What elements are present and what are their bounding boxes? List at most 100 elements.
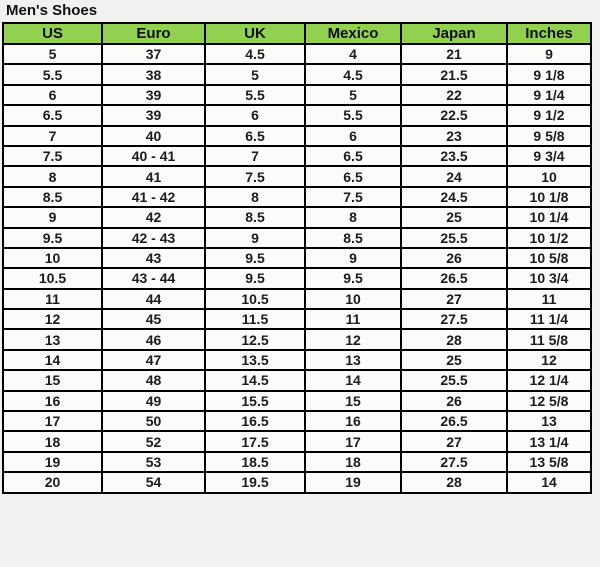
- table-cell-japan: 27.5: [400, 308, 508, 331]
- table-cell-us: 8: [2, 165, 103, 188]
- table-cell-uk: 7: [204, 144, 306, 168]
- table-row: 10 43 9.5 9 26 10 5/8: [2, 246, 592, 270]
- table-cell-euro: 45: [101, 308, 206, 331]
- table-cell-japan: 26.5: [400, 267, 508, 290]
- table-cell-euro: 42 - 43: [101, 226, 206, 249]
- table-cell-inches: 10 1/4: [506, 206, 592, 229]
- table-cell-uk: 5.5: [204, 83, 306, 107]
- table-cell-us: 9.5: [2, 226, 103, 249]
- table-row: 20 54 19.5 19 28 14: [2, 471, 592, 494]
- table-cell-mexico: 10: [304, 287, 402, 311]
- table-cell-euro: 41: [101, 165, 206, 188]
- table-cell-uk: 6.5: [204, 124, 306, 147]
- table-cell-euro: 37: [101, 42, 206, 66]
- table-cell-us: 20: [2, 471, 103, 494]
- table-cell-japan: 21.5: [400, 63, 508, 86]
- table-cell-us: 10: [2, 246, 103, 270]
- table-row: 9 42 8.5 8 25 10 1/4: [2, 206, 592, 229]
- table-row: 8 41 7.5 6.5 24 10: [2, 165, 592, 188]
- table-cell-japan: 28: [400, 328, 508, 351]
- table-cell-inches: 11 1/4: [506, 308, 592, 331]
- table-cell-mexico: 4.5: [304, 63, 402, 86]
- table-cell-inches: 9 1/4: [506, 83, 592, 107]
- table-cell-euro: 42: [101, 206, 206, 229]
- table-cell-inches: 10 1/2: [506, 226, 592, 249]
- table-cell-euro: 50: [101, 410, 206, 433]
- table-cell-uk: 4.5: [204, 42, 306, 66]
- table-cell-us: 14: [2, 348, 103, 372]
- table-cell-euro: 47: [101, 348, 206, 372]
- table-cell-japan: 25: [400, 206, 508, 229]
- table-cell-euro: 46: [101, 328, 206, 351]
- table-cell-uk: 10.5: [204, 287, 306, 311]
- column-header-mexico: Mexico: [304, 22, 402, 45]
- table-cell-us: 13: [2, 328, 103, 351]
- table-row: 17 50 16.5 16 26.5 13: [2, 410, 592, 433]
- table-cell-euro: 52: [101, 430, 206, 453]
- table-body: 5 37 4.5 4 21 9 5.5 38 5 4.5 21.5 9 1/8 6 39 5.5 5 22 9 1…: [2, 42, 592, 494]
- table-cell-inches: 12 5/8: [506, 389, 592, 413]
- table-row: 14 47 13.5 13 25 12: [2, 348, 592, 372]
- table-row: 5.5 38 5 4.5 21.5 9 1/8: [2, 63, 592, 86]
- table-cell-mexico: 4: [304, 42, 402, 66]
- table-cell-japan: 24: [400, 165, 508, 188]
- table-cell-us: 11: [2, 287, 103, 311]
- table-cell-us: 9: [2, 206, 103, 229]
- table-cell-us: 6.5: [2, 104, 103, 127]
- table-row: 8.5 41 - 42 8 7.5 24.5 10 1/8: [2, 185, 592, 209]
- table-cell-japan: 23.5: [400, 144, 508, 168]
- table-cell-japan: 27.5: [400, 450, 508, 474]
- table-cell-inches: 13 5/8: [506, 450, 592, 474]
- table-cell-inches: 10 3/4: [506, 267, 592, 290]
- table-cell-inches: 10 1/8: [506, 185, 592, 209]
- table-row: 7 40 6.5 6 23 9 5/8: [2, 124, 592, 147]
- table-cell-euro: 43 - 44: [101, 267, 206, 290]
- table-cell-uk: 16.5: [204, 410, 306, 433]
- table-cell-inches: 12: [506, 348, 592, 372]
- table-cell-euro: 53: [101, 450, 206, 474]
- shoe-size-conversion-table: US Euro UK Mexico Japan Inches 5 37 4.5 4 21 9 5.5 3…: [2, 22, 592, 494]
- table-cell-japan: 26: [400, 246, 508, 270]
- table-cell-mexico: 11: [304, 308, 402, 331]
- table-cell-euro: 39: [101, 83, 206, 107]
- table-cell-japan: 23: [400, 124, 508, 147]
- table-cell-us: 15: [2, 369, 103, 392]
- table-cell-inches: 9 5/8: [506, 124, 592, 147]
- table-row: 11 44 10.5 10 27 11: [2, 287, 592, 311]
- table-cell-japan: 26.5: [400, 410, 508, 433]
- column-header-uk: UK: [204, 22, 306, 45]
- table-cell-uk: 14.5: [204, 369, 306, 392]
- table-cell-us: 7.5: [2, 144, 103, 168]
- table-cell-uk: 5: [204, 63, 306, 86]
- table-cell-euro: 54: [101, 471, 206, 494]
- table-row: 18 52 17.5 17 27 13 1/4: [2, 430, 592, 453]
- table-cell-euro: 38: [101, 63, 206, 86]
- table-cell-mexico: 8.5: [304, 226, 402, 249]
- table-cell-uk: 8: [204, 185, 306, 209]
- table-cell-inches: 10 5/8: [506, 246, 592, 270]
- table-row: 15 48 14.5 14 25.5 12 1/4: [2, 369, 592, 392]
- column-header-japan: Japan: [400, 22, 508, 45]
- table-row: 10.5 43 - 44 9.5 9.5 26.5 10 3/4: [2, 267, 592, 290]
- table-cell-inches: 12 1/4: [506, 369, 592, 392]
- table-cell-inches: 9 3/4: [506, 144, 592, 168]
- table-cell-japan: 25.5: [400, 226, 508, 249]
- table-cell-us: 12: [2, 308, 103, 331]
- table-cell-mexico: 16: [304, 410, 402, 433]
- table-cell-mexico: 5.5: [304, 104, 402, 127]
- table-cell-euro: 40 - 41: [101, 144, 206, 168]
- table-cell-us: 18: [2, 430, 103, 453]
- table-cell-us: 16: [2, 389, 103, 413]
- table-row: 7.5 40 - 41 7 6.5 23.5 9 3/4: [2, 144, 592, 168]
- table-cell-inches: 11 5/8: [506, 328, 592, 351]
- table-cell-uk: 13.5: [204, 348, 306, 372]
- table-cell-mexico: 17: [304, 430, 402, 453]
- table-cell-japan: 24.5: [400, 185, 508, 209]
- table-cell-us: 7: [2, 124, 103, 147]
- table-row: 19 53 18.5 18 27.5 13 5/8: [2, 450, 592, 474]
- table-cell-japan: 28: [400, 471, 508, 494]
- table-row: 12 45 11.5 11 27.5 11 1/4: [2, 308, 592, 331]
- table-cell-uk: 17.5: [204, 430, 306, 453]
- table-cell-euro: 48: [101, 369, 206, 392]
- table-cell-uk: 9.5: [204, 267, 306, 290]
